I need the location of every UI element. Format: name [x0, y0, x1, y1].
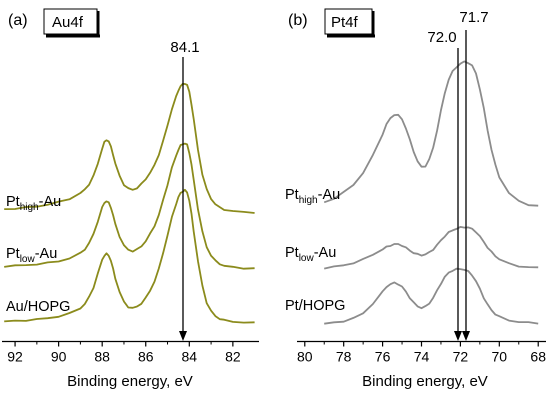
series-label-pt-high-au: Pthigh-Au [6, 194, 61, 213]
x-tick-label: 78 [336, 349, 352, 365]
panel-a-curves [4, 82, 255, 324]
panel-b-pt4f: (b) Pt4f Pthigh-Au Ptlow-Au Pt/HOPG 72.0… [285, 8, 546, 390]
series-label-au-hopg: Au/HOPG [6, 299, 70, 315]
x-tick-label: 88 [94, 349, 110, 365]
series-label-pt-hopg: Pt/HOPG [285, 298, 345, 314]
x-tick-label: 92 [7, 349, 23, 365]
panel-a-au4f: (a) Au4f Pthigh-Au Ptlow-Au Au/HOPG 84.1… [2, 8, 259, 390]
x-axis-title-a: Binding energy, eV [67, 373, 193, 390]
x-tick-label: 86 [138, 349, 154, 365]
peak-marker-72-0: 72.0 [427, 29, 462, 341]
panel-a-label: (a) [8, 12, 28, 29]
x-ticks-a: 92 90 88 86 84 82 [7, 341, 241, 365]
element-a-box: Au4f [43, 8, 100, 38]
series-line-1-1 [324, 226, 539, 270]
x-tick-label: 90 [51, 349, 67, 365]
x-axis-title-b: Binding energy, eV [362, 373, 488, 390]
panel-b-series-labels: Pthigh-Au Ptlow-Au Pt/HOPG [285, 187, 345, 314]
x-tick-label: 72 [453, 349, 469, 365]
series-label-pt-high-au-b: Pthigh-Au [285, 187, 340, 206]
x-tick-label: 82 [225, 349, 241, 365]
x-tick-label: 68 [530, 349, 546, 365]
peak-marker-71-7: 71.7 [459, 9, 489, 341]
element-a-label: Au4f [52, 14, 84, 31]
series-line-1-0 [323, 60, 539, 207]
peak-label-72-0: 72.0 [427, 29, 456, 46]
x-tick-label: 70 [492, 349, 508, 365]
element-b-box: Pt4f [324, 8, 375, 38]
peak-marker-84-1: 84.1 [170, 39, 200, 341]
series-label-pt-low-au-b: Ptlow-Au [285, 245, 336, 264]
x-tick-label: 74 [414, 349, 430, 365]
x-ticks-b: 80 78 76 74 72 70 68 [297, 341, 546, 365]
x-tick-label: 76 [375, 349, 391, 365]
series-label-pt-low-au: Ptlow-Au [6, 246, 57, 265]
element-b-label: Pt4f [331, 14, 359, 31]
series-line-1-2 [324, 267, 539, 325]
series-line-0-1 [4, 142, 255, 270]
peak-label-84-1: 84.1 [170, 39, 199, 56]
peak-label-71-7: 71.7 [459, 9, 488, 26]
series-line-0-0 [4, 82, 255, 214]
x-tick-label: 84 [182, 349, 198, 365]
panel-b-curves [323, 60, 539, 325]
x-tick-label: 80 [297, 349, 313, 365]
panel-b-label: (b) [288, 12, 308, 29]
series-line-0-2 [4, 188, 255, 324]
panel-a-series-labels: Pthigh-Au Ptlow-Au Au/HOPG [6, 194, 70, 315]
